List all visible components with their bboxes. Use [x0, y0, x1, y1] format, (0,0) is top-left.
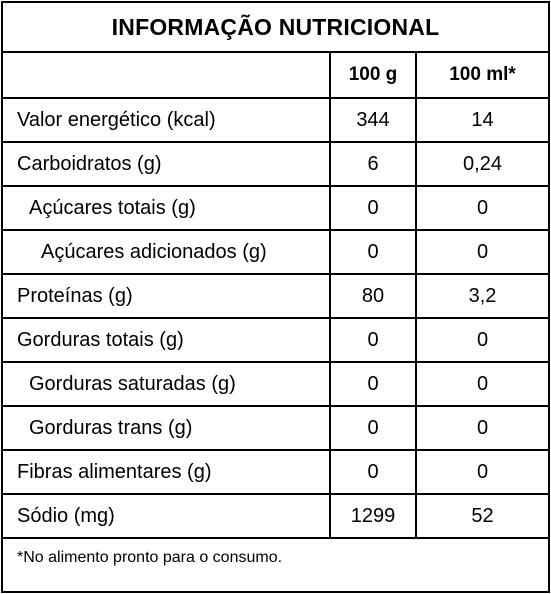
row-value-100ml: 0 — [416, 186, 548, 231]
table-row: Valor energético (kcal) 344 14 — [3, 98, 548, 143]
row-value-100ml: 0 — [416, 450, 548, 495]
row-value-100g: 1299 — [330, 494, 417, 539]
footnote: *No alimento pronto para o consumo. — [17, 549, 283, 566]
row-value-100g: 0 — [330, 450, 417, 495]
row-value-100ml: 0 — [416, 318, 548, 363]
row-value-100ml: 3,2 — [416, 274, 548, 319]
row-label: Açúcares adicionados (g) — [3, 230, 331, 275]
row-value-100g: 80 — [330, 274, 417, 319]
row-value-100g: 0 — [330, 406, 417, 451]
row-value-100g: 0 — [330, 362, 417, 407]
row-label: Proteínas (g) — [3, 274, 331, 319]
table-row: Açúcares totais (g) 0 0 — [3, 186, 548, 231]
row-value-100g: 0 — [330, 186, 417, 231]
table-row: Sódio (mg) 1299 52 — [3, 494, 548, 539]
table-title: INFORMAÇÃO NUTRICIONAL — [3, 3, 548, 53]
row-value-100ml: 0,24 — [416, 142, 548, 187]
header-100g: 100 g — [330, 53, 417, 99]
row-label: Valor energético (kcal) — [3, 98, 331, 143]
header-row: 100 g 100 ml* — [3, 53, 548, 99]
row-value-100ml: 0 — [416, 230, 548, 275]
row-value-100g: 0 — [330, 318, 417, 363]
row-value-100g: 0 — [330, 230, 417, 275]
row-value-100g: 6 — [330, 142, 417, 187]
row-label: Fibras alimentares (g) — [3, 450, 331, 495]
row-value-100ml: 14 — [416, 98, 548, 143]
row-label: Açúcares totais (g) — [3, 186, 331, 231]
row-label: Gorduras totais (g) — [3, 318, 331, 363]
row-label: Gorduras saturadas (g) — [3, 362, 331, 407]
row-value-100ml: 52 — [416, 494, 548, 539]
table-row: Gorduras saturadas (g) 0 0 — [3, 362, 548, 407]
table-row: Fibras alimentares (g) 0 0 — [3, 450, 548, 495]
row-label: Gorduras trans (g) — [3, 406, 331, 451]
row-value-100g: 344 — [330, 98, 417, 143]
table-row: Açúcares adicionados (g) 0 0 — [3, 230, 548, 275]
header-100ml: 100 ml* — [416, 53, 548, 99]
nutrition-table: 100 g 100 ml* Valor energético (kcal) 34… — [3, 53, 548, 539]
row-label: Sódio (mg) — [3, 494, 331, 539]
table-row: Carboidratos (g) 6 0,24 — [3, 142, 548, 187]
row-value-100ml: 0 — [416, 362, 548, 407]
row-value-100ml: 0 — [416, 406, 548, 451]
table-row: Gorduras trans (g) 0 0 — [3, 406, 548, 451]
row-label: Carboidratos (g) — [3, 142, 331, 187]
header-name-cell — [3, 53, 331, 99]
table-row: Proteínas (g) 80 3,2 — [3, 274, 548, 319]
table-row: Gorduras totais (g) 0 0 — [3, 318, 548, 363]
